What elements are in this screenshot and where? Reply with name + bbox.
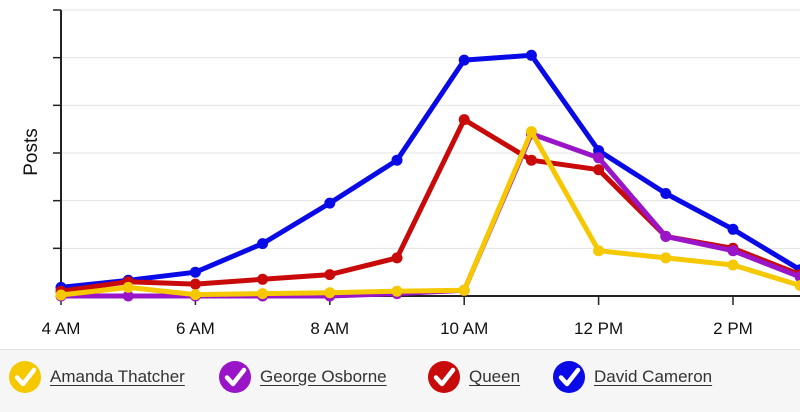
- data-point[interactable]: [190, 289, 201, 300]
- grid-lines: [53, 10, 800, 248]
- x-axis-ticks: 4 AM 6 AM 8 AM 10 AM 12 PM 2 PM: [42, 296, 753, 338]
- data-point[interactable]: [257, 288, 268, 299]
- data-point[interactable]: [526, 50, 537, 61]
- legend-label: Amanda Thatcher: [50, 367, 185, 387]
- data-point[interactable]: [324, 198, 335, 209]
- legend-item-george-osborne[interactable]: George Osborne: [218, 359, 387, 395]
- data-point[interactable]: [257, 238, 268, 249]
- x-tick-label: 8 AM: [310, 319, 349, 338]
- data-point[interactable]: [728, 245, 739, 256]
- line-chart: 4 AM 6 AM 8 AM 10 AM 12 PM 2 PM Posts: [0, 0, 800, 349]
- y-axis-label: Posts: [21, 128, 42, 176]
- data-point[interactable]: [526, 126, 537, 137]
- legend-label: Queen: [469, 367, 520, 387]
- x-tick-label: 10 AM: [440, 319, 488, 338]
- data-point[interactable]: [190, 279, 201, 290]
- checkmark-icon: [218, 360, 252, 394]
- data-point[interactable]: [660, 252, 671, 263]
- data-point[interactable]: [593, 152, 604, 163]
- data-point[interactable]: [459, 285, 470, 296]
- legend-label: George Osborne: [260, 367, 387, 387]
- checkmark-icon: [552, 360, 586, 394]
- series-group: [56, 50, 800, 302]
- data-point[interactable]: [324, 287, 335, 298]
- series-david-cameron: [56, 50, 800, 293]
- x-tick-label: 6 AM: [176, 319, 215, 338]
- data-point[interactable]: [56, 290, 67, 301]
- data-point[interactable]: [526, 155, 537, 166]
- legend-label: David Cameron: [594, 367, 712, 387]
- data-point[interactable]: [123, 282, 134, 293]
- data-point[interactable]: [392, 252, 403, 263]
- legend-item-david-cameron[interactable]: David Cameron: [552, 359, 712, 395]
- x-tick-label: 2 PM: [713, 319, 753, 338]
- checkmark-icon: [427, 360, 461, 394]
- data-point[interactable]: [459, 114, 470, 125]
- data-point[interactable]: [190, 267, 201, 278]
- data-point[interactable]: [392, 155, 403, 166]
- x-tick-label: 12 PM: [574, 319, 623, 338]
- series-line: [61, 132, 800, 295]
- data-point[interactable]: [459, 55, 470, 66]
- data-point[interactable]: [728, 224, 739, 235]
- data-point[interactable]: [660, 188, 671, 199]
- data-point[interactable]: [593, 245, 604, 256]
- x-tick-label: 4 AM: [42, 319, 81, 338]
- data-point[interactable]: [392, 286, 403, 297]
- legend: Amanda Thatcher George Osborne Queen Dav…: [0, 349, 800, 412]
- legend-item-amanda-thatcher[interactable]: Amanda Thatcher: [8, 359, 185, 395]
- legend-item-queen[interactable]: Queen: [427, 359, 520, 395]
- data-point[interactable]: [257, 274, 268, 285]
- checkmark-icon: [8, 360, 42, 394]
- data-point[interactable]: [660, 231, 671, 242]
- series-line: [61, 55, 800, 287]
- data-point[interactable]: [324, 269, 335, 280]
- series-line: [61, 134, 800, 296]
- data-point[interactable]: [728, 260, 739, 271]
